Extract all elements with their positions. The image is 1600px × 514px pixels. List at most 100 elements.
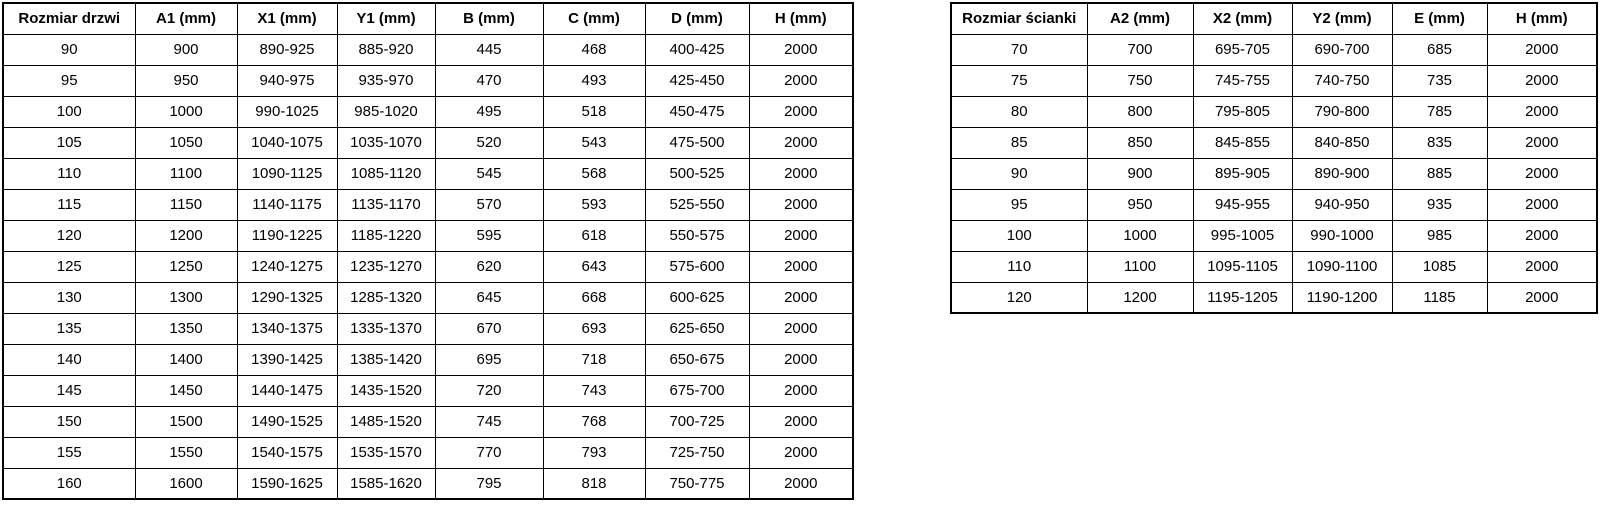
wall-table-cell: 1085 (1391, 250, 1488, 283)
door-table-cell: 1350 (134, 312, 238, 345)
door-table-cell: 2000 (748, 95, 854, 128)
door-table-cell: 1335-1370 (336, 312, 436, 345)
door-table-cell: 750-775 (644, 467, 750, 500)
wall-table-cell: 1185 (1391, 281, 1488, 314)
wall-table-cell: 990-1000 (1291, 219, 1393, 252)
door-table-cell: 568 (542, 157, 646, 190)
door-table-cell: 575-600 (644, 250, 750, 283)
wall-table-cell: 2000 (1486, 281, 1598, 314)
wall-table-cell: 110 (950, 250, 1088, 283)
door-table-cell: 593 (542, 188, 646, 221)
door-table-cell: 1085-1120 (336, 157, 436, 190)
door-table-cell: 668 (542, 281, 646, 314)
wall-table-cell: 2000 (1486, 157, 1598, 190)
door-table-cell: 1190-1225 (236, 219, 338, 252)
door-table-row: 95 950 940-975 935-970 470 493 425-450 2000 (2, 64, 854, 97)
door-sizes-table: Rozmiar drzwi A1 (mm) X1 (mm) Y1 (mm) B (mm)… (2, 2, 854, 500)
wall-table-row: 95 950 945-955 940-950 935 2000 (950, 188, 1598, 221)
wall-table-cell: 1000 (1086, 219, 1194, 252)
door-table-cell: 1585-1620 (336, 467, 436, 500)
wall-table-row: 120 1200 1195-1205 1190-1200 1185 2000 (950, 281, 1598, 314)
door-column-header: A1 (mm) (134, 2, 238, 35)
wall-table-cell: 1100 (1086, 250, 1194, 283)
door-table-cell: 1290-1325 (236, 281, 338, 314)
door-table-cell: 2000 (748, 405, 854, 438)
door-table-cell: 520 (434, 126, 544, 159)
door-table-cell: 120 (2, 219, 136, 252)
wall-column-header: X2 (mm) (1192, 2, 1293, 35)
wall-header-row: Rozmiar ścianki A2 (mm) X2 (mm) Y2 (mm) E (m… (950, 2, 1598, 35)
wall-table-cell: 785 (1391, 95, 1488, 128)
door-table-cell: 900 (134, 33, 238, 66)
wall-table-row: 75 750 745-755 740-750 735 2000 (950, 64, 1598, 97)
door-table-cell: 1285-1320 (336, 281, 436, 314)
wall-column-header: E (mm) (1391, 2, 1488, 35)
door-table-cell: 525-550 (644, 188, 750, 221)
wall-column-header: Y2 (mm) (1291, 2, 1393, 35)
wall-table-cell: 895-905 (1192, 157, 1293, 190)
door-table-cell: 500-525 (644, 157, 750, 190)
door-table-cell: 445 (434, 33, 544, 66)
door-table-cell: 95 (2, 64, 136, 97)
door-table-cell: 100 (2, 95, 136, 128)
door-table-cell: 985-1020 (336, 95, 436, 128)
door-table-row: 140 1400 1390-1425 1385-1420 695 718 650-675 20… (2, 343, 854, 376)
wall-table-row: 70 700 695-705 690-700 685 2000 (950, 33, 1598, 66)
door-table-cell: 745 (434, 405, 544, 438)
door-table-cell: 990-1025 (236, 95, 338, 128)
wall-table-cell: 2000 (1486, 95, 1598, 128)
wall-table-cell: 740-750 (1291, 64, 1393, 97)
door-table-cell: 1590-1625 (236, 467, 338, 500)
wall-table-cell: 845-855 (1192, 126, 1293, 159)
wall-column-header: H (mm) (1486, 2, 1598, 35)
door-table-cell: 1150 (134, 188, 238, 221)
door-table-cell: 140 (2, 343, 136, 376)
door-table-row: 120 1200 1190-1225 1185-1220 595 618 550-575 20… (2, 219, 854, 252)
door-table-cell: 600-625 (644, 281, 750, 314)
door-table-cell: 1540-1575 (236, 436, 338, 469)
door-table-cell: 620 (434, 250, 544, 283)
door-table-cell: 718 (542, 343, 646, 376)
door-table-header: Rozmiar drzwi A1 (mm) X1 (mm) Y1 (mm) B (mm)… (2, 2, 854, 35)
wall-table-cell: 1195-1205 (1192, 281, 1293, 314)
door-table-cell: 720 (434, 374, 544, 407)
door-table-row: 105 1050 1040-1075 1035-1070 520 543 475-500 20… (2, 126, 854, 159)
door-table-cell: 695 (434, 343, 544, 376)
wall-table-cell: 995-1005 (1192, 219, 1293, 252)
wall-table-cell: 100 (950, 219, 1088, 252)
door-table-cell: 650-675 (644, 343, 750, 376)
door-table-cell: 818 (542, 467, 646, 500)
door-table-cell: 940-975 (236, 64, 338, 97)
door-table-cell: 155 (2, 436, 136, 469)
wall-table-cell: 75 (950, 64, 1088, 97)
door-table-cell: 2000 (748, 312, 854, 345)
wall-table-cell: 95 (950, 188, 1088, 221)
wall-table-body: 70 700 695-705 690-700 685 2000 75 750 745-755 74… (950, 33, 1598, 314)
door-column-header: D (mm) (644, 2, 750, 35)
door-table-cell: 1250 (134, 250, 238, 283)
door-table-cell: 1090-1125 (236, 157, 338, 190)
door-table-cell: 2000 (748, 219, 854, 252)
door-table-cell: 570 (434, 188, 544, 221)
door-table-cell: 2000 (748, 343, 854, 376)
wall-table-cell: 1095-1105 (1192, 250, 1293, 283)
wall-table-cell: 935 (1391, 188, 1488, 221)
wall-table-cell: 940-950 (1291, 188, 1393, 221)
wall-table-cell: 1090-1100 (1291, 250, 1393, 283)
wall-table-row: 85 850 845-855 840-850 835 2000 (950, 126, 1598, 159)
wall-table-cell: 735 (1391, 64, 1488, 97)
door-table-cell: 150 (2, 405, 136, 438)
door-column-header: Y1 (mm) (336, 2, 436, 35)
door-table-cell: 1040-1075 (236, 126, 338, 159)
wall-table-cell: 2000 (1486, 33, 1598, 66)
door-table-cell: 545 (434, 157, 544, 190)
door-table-cell: 675-700 (644, 374, 750, 407)
wall-table-cell: 2000 (1486, 64, 1598, 97)
door-table-cell: 2000 (748, 64, 854, 97)
wall-table-cell: 700 (1086, 33, 1194, 66)
door-table-cell: 693 (542, 312, 646, 345)
wall-table-cell: 750 (1086, 64, 1194, 97)
door-column-header: C (mm) (542, 2, 646, 35)
door-table-cell: 1535-1570 (336, 436, 436, 469)
door-table-cell: 1035-1070 (336, 126, 436, 159)
